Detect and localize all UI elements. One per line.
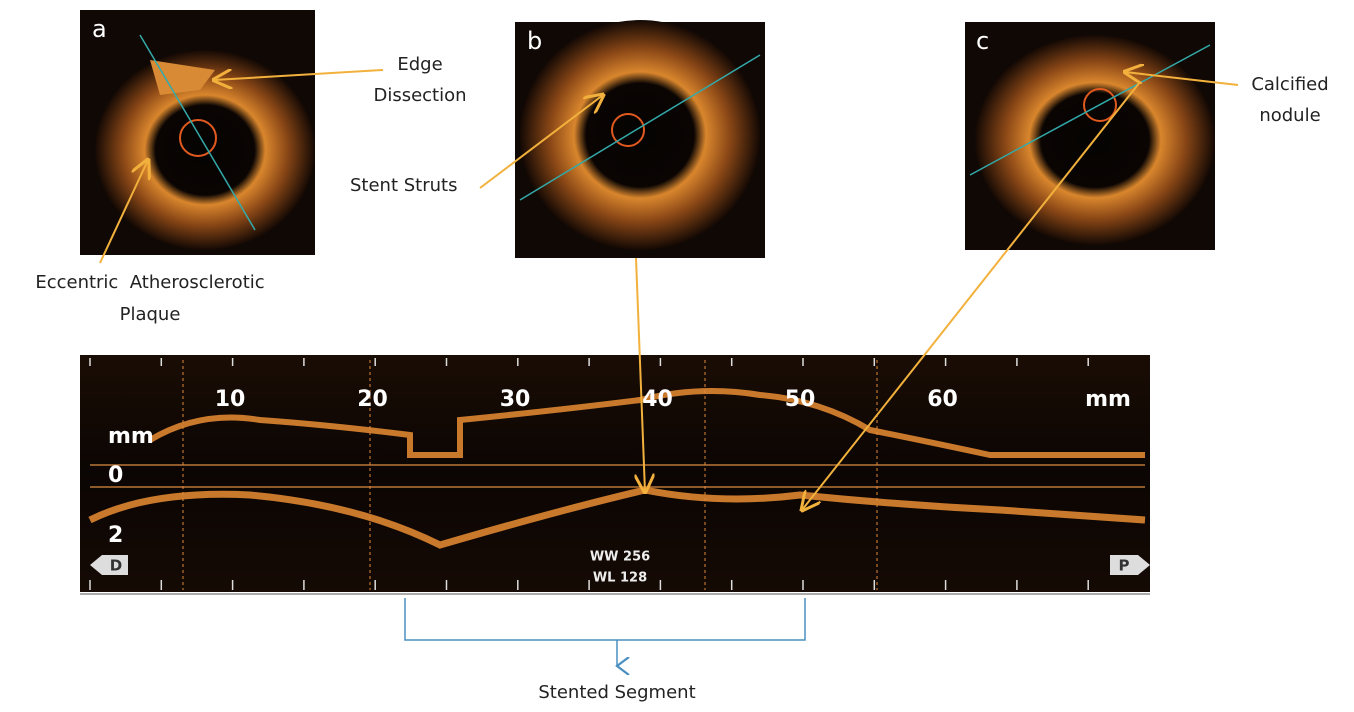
figure: a b c EdgeDissection Eccentric Atheroscl… <box>0 0 1354 708</box>
depth-label: 2 <box>108 523 123 548</box>
scale-unit: mm <box>1085 387 1131 412</box>
proximal-marker: P <box>1119 557 1130 575</box>
depth-label: 0 <box>108 463 123 488</box>
oct-image-a <box>80 10 315 255</box>
panel-label: c <box>976 27 989 55</box>
oct-image-c <box>965 22 1215 250</box>
scale-label: 10 <box>215 387 246 412</box>
distal-marker: D <box>110 557 122 575</box>
window-level: WL 128 <box>593 571 647 586</box>
oct-image-b <box>515 20 765 258</box>
scale-label: 60 <box>927 387 958 412</box>
depth-unit: mm <box>108 424 154 449</box>
scale-label: 40 <box>642 387 673 412</box>
panel-label: b <box>527 27 542 55</box>
scale-label: 20 <box>357 387 388 412</box>
scale-label: 30 <box>500 387 531 412</box>
bracket-label: Stented Segment <box>538 682 695 703</box>
stented-bracket <box>405 598 805 666</box>
window-width: WW 256 <box>590 550 650 565</box>
panel-label: a <box>92 15 107 43</box>
scale-label: 50 <box>785 387 816 412</box>
annotation: Stent Struts <box>350 175 457 196</box>
